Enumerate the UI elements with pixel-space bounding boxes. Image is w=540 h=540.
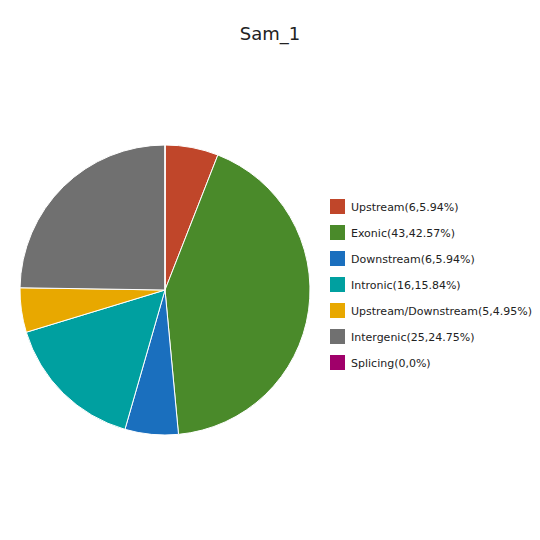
legend-label: Downstream(6,5.94%) <box>351 253 475 266</box>
pie-slice <box>165 155 310 434</box>
legend-label: Upstream(6,5.94%) <box>351 201 459 214</box>
legend-label: Intergenic(25,24.75%) <box>351 331 474 344</box>
legend: Upstream(6,5.94%) Exonic(43,42.57%) Downst… <box>330 199 532 370</box>
title: Sam_1 <box>240 23 300 45</box>
legend-swatch <box>330 277 345 292</box>
chart: Sam_1 Upstream(6,5.94%) Exonic(43,42.57%) D… <box>0 0 540 540</box>
legend-swatch <box>330 303 345 318</box>
legend-label: Splicing(0,0%) <box>351 357 431 370</box>
pie-slice <box>164 145 165 290</box>
legend-swatch <box>330 329 345 344</box>
pie <box>20 145 310 435</box>
pie-slice <box>20 288 165 332</box>
pie-slice <box>20 145 165 290</box>
legend-label: Exonic(43,42.57%) <box>351 227 455 240</box>
legend-swatch <box>330 225 345 240</box>
legend-label: Upstream/Downstream(5,4.95%) <box>351 305 532 318</box>
chart-container: Sam_1 Upstream(6,5.94%) Exonic(43,42.57%) D… <box>0 0 540 540</box>
legend-swatch <box>330 251 345 266</box>
legend-label: Intronic(16,15.84%) <box>351 279 461 292</box>
legend-swatch <box>330 355 345 370</box>
legend-swatch <box>330 199 345 214</box>
